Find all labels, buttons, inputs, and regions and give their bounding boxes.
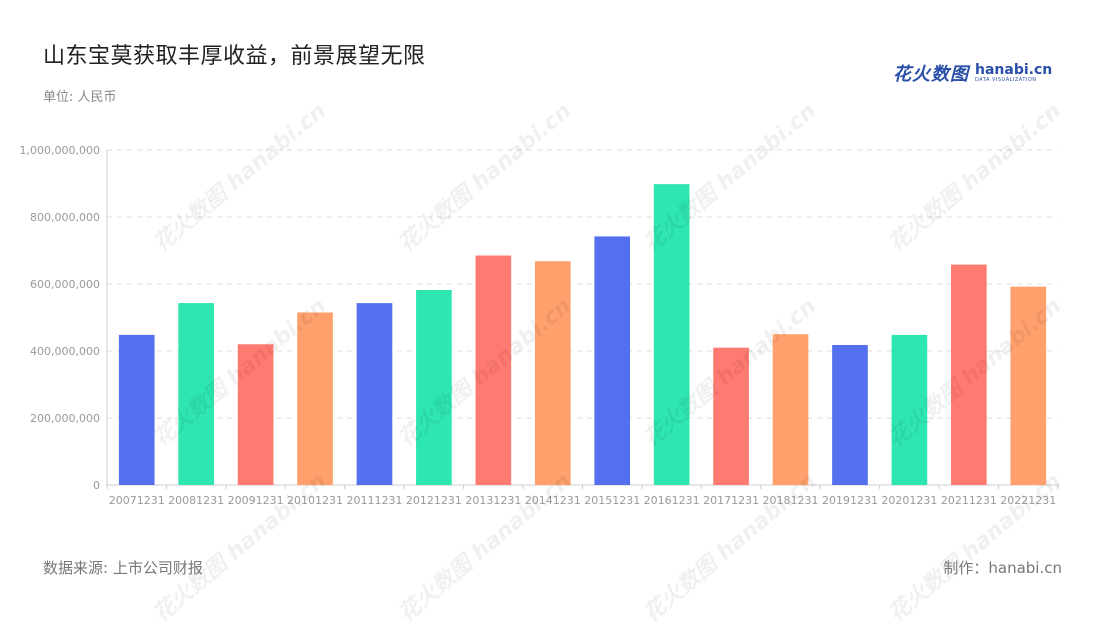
x-tick-label: 20161231	[644, 494, 700, 507]
y-tick-label: 200,000,000	[30, 412, 100, 425]
x-tick-label: 20171231	[703, 494, 759, 507]
x-tick-label: 20121231	[406, 494, 462, 507]
y-tick-label: 0	[93, 479, 100, 492]
x-tick-label: 20081231	[168, 494, 224, 507]
bar	[713, 347, 749, 485]
x-tick-label: 20191231	[822, 494, 878, 507]
bar	[237, 344, 274, 485]
unit-label: 单位: 人民币	[43, 90, 117, 105]
bar	[178, 303, 214, 485]
y-tick-label: 600,000,000	[30, 278, 100, 291]
x-tick-label: 20091231	[228, 494, 284, 507]
x-tick-label: 20181231	[763, 494, 819, 507]
y-tick-label: 1,000,000,000	[20, 144, 100, 157]
x-tick-label: 20111231	[346, 494, 402, 507]
bar	[772, 334, 809, 485]
credit-label: 制作：hanabi.cn	[943, 559, 1062, 577]
x-tick-label: 20131231	[465, 494, 521, 507]
x-tick-label: 20221231	[1000, 494, 1056, 507]
bar	[416, 290, 452, 485]
brand-logo: 花火数图 hanabi.cn DATA VISUALIZATION	[893, 60, 1052, 86]
logo-text-en: hanabi.cn	[975, 62, 1053, 78]
x-tick-label: 20071231	[109, 494, 165, 507]
bar	[1010, 286, 1047, 485]
logo-subtitle: DATA VISUALIZATION	[975, 77, 1037, 83]
x-tick-label: 20151231	[584, 494, 640, 507]
y-tick-label: 400,000,000	[30, 345, 100, 358]
y-tick-label: 800,000,000	[30, 211, 100, 224]
bar	[832, 344, 868, 485]
x-tick-label: 20211231	[941, 494, 997, 507]
bar	[297, 312, 333, 485]
bar	[356, 303, 393, 485]
chart-title: 山东宝莫获取丰厚收益，前景展望无限	[43, 44, 426, 69]
bar	[475, 255, 512, 485]
bar	[891, 334, 928, 485]
bar	[118, 334, 155, 485]
bar	[594, 236, 631, 485]
bar	[951, 264, 987, 485]
label-layer: 0 200,000,000 400,000,000 600,000,000 800,00…	[20, 144, 1057, 507]
x-tick-label: 20141231	[525, 494, 581, 507]
logo-text-en-group: hanabi.cn DATA VISUALIZATION	[975, 63, 1052, 83]
bar	[534, 261, 571, 485]
bar	[653, 184, 690, 486]
x-tick-label: 20201231	[881, 494, 937, 507]
logo-text-cn: 花火数图	[893, 64, 969, 85]
data-source: 数据来源: 上市公司财报	[43, 559, 203, 577]
x-tick-label: 20101231	[287, 494, 343, 507]
bar-layer	[118, 184, 1047, 486]
